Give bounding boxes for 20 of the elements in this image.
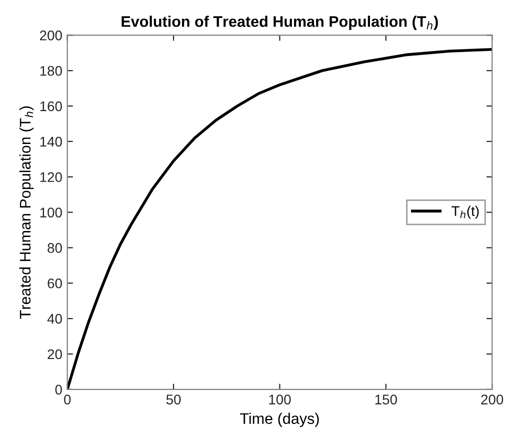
x-tick-label: 50 (166, 394, 181, 404)
y-tick-label: 20 (48, 349, 62, 360)
y-tick-label: 80 (48, 243, 62, 253)
y-tick-label: 0 (55, 384, 62, 395)
chart-title: Evolution of Treated Human Population (T$_{h}$) (122, 16, 438, 30)
y-tick-label: 180 (40, 66, 62, 76)
legend-label: T$_{h}$(t) (452, 206, 479, 219)
y-tick-label: 140 (40, 136, 62, 147)
y-tick-label: 60 (48, 278, 62, 288)
x-tick-label: 200 (481, 394, 504, 404)
x-tick-label: 0 (64, 394, 71, 404)
x-axis-title: Time (days) (240, 412, 319, 428)
y-tick-label: 100 (40, 208, 62, 218)
y-axis-title: Treated Human Population (T$_{h}$) (19, 106, 34, 319)
x-tick-label: 150 (375, 394, 397, 404)
y-tick-label: 160 (40, 101, 62, 112)
y-tick-label: 200 (40, 30, 62, 40)
y-tick-label: 120 (40, 172, 62, 182)
y-tick-label: 40 (47, 314, 62, 324)
x-tick-label: 100 (269, 394, 291, 404)
